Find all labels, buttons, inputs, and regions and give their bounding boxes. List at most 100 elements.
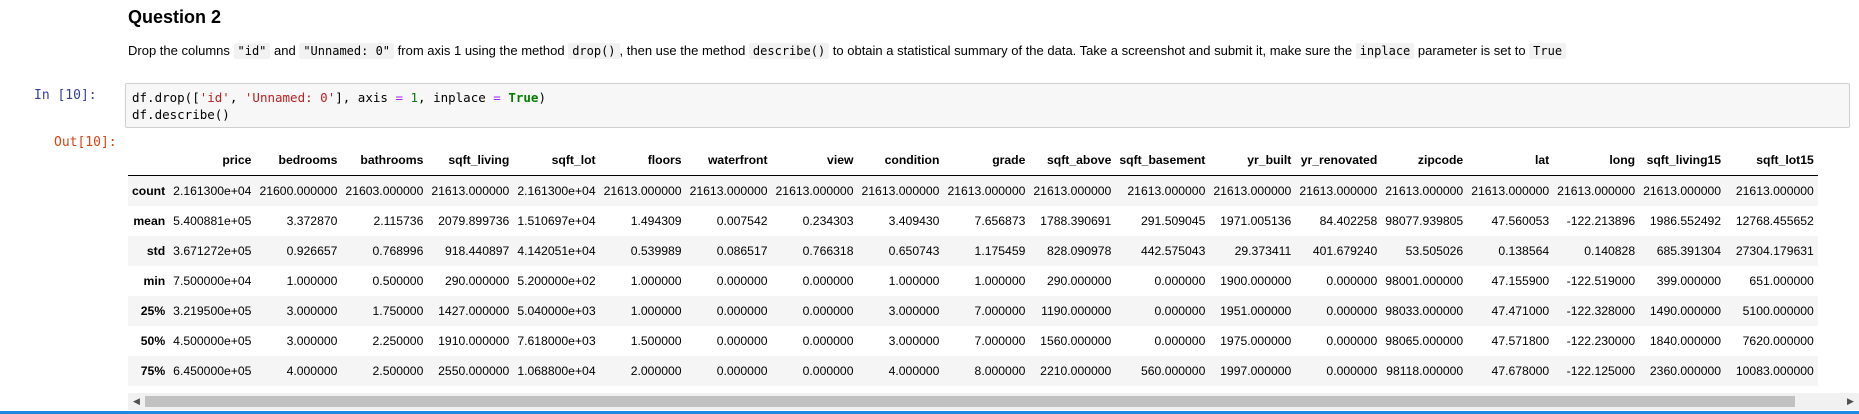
table-cell: 1971.005136 (1220, 214, 1292, 228)
table-cell: 98033.000000 (1385, 304, 1464, 318)
row-label: 75% (140, 364, 166, 378)
table-header-row: price bedrooms bathrooms sqft_living sqft_lo… (128, 145, 1818, 176)
table-cell: 918.440897 (444, 244, 510, 258)
code-text[interactable]: df.drop(['id', 'Unnamed: 0'], axis = 1, … (132, 90, 546, 122)
column-header: view (771, 145, 858, 176)
text-segment: parameter is set to (1414, 43, 1530, 58)
table-cell: 13540.000000 (427, 386, 513, 388)
row-label: count (132, 184, 166, 198)
table-cell: 828.090978 (1046, 244, 1112, 258)
table-cell: 0.766318 (802, 244, 854, 258)
table-cell: 21613.000000 (1735, 184, 1814, 198)
table-cell: 21603.000000 (345, 184, 424, 198)
table-cell: 21600.000000 (259, 184, 338, 198)
table-cell: 560.000000 (1140, 364, 1206, 378)
table-cell: 21613.000000 (861, 184, 940, 198)
row-label: std (146, 244, 166, 258)
column-header: zipcode (1381, 145, 1468, 176)
table-cell: 1.500000 (630, 334, 682, 348)
horizontal-scrollbar[interactable]: ◀ ▶ (128, 393, 1859, 410)
column-header: sqft_above (1029, 145, 1116, 176)
text-segment: to obtain a statistical summary of the d… (829, 43, 1356, 58)
table-cell: 0.000000 (1154, 334, 1206, 348)
output-area: price bedrooms bathrooms sqft_living sqft_lo… (128, 145, 1859, 388)
table-cell: 4.000000 (286, 364, 338, 378)
table-row: mean 5.400881e+05 3.372870 2.115736 2079.899… (128, 206, 1818, 236)
arrow-left-icon[interactable]: ◀ (133, 396, 140, 406)
table-cell: 401.679240 (1312, 244, 1378, 258)
table-cell: 0.086517 (716, 244, 768, 258)
column-header: sqft_lot15 (1725, 145, 1818, 176)
table-cell: 0.000000 (1154, 274, 1206, 288)
table-cell: 1.000000 (888, 274, 940, 288)
table-cell: 0.007542 (716, 214, 768, 228)
table-cell: 21613.000000 (1385, 184, 1464, 198)
row-label: mean (133, 214, 166, 228)
table-cell: 0.650743 (888, 244, 940, 258)
table-cell: 2360.000000 (1649, 364, 1722, 378)
table-cell: 7.000000 (974, 304, 1026, 318)
table-cell: 1.494309 (630, 214, 682, 228)
table-cell: 290.000000 (444, 274, 510, 288)
table-cell: 21613.000000 (689, 184, 768, 198)
text-segment: Drop the columns (128, 43, 234, 58)
table-cell: 6.450000e+05 (173, 364, 252, 378)
table-cell: 0.000000 (1326, 334, 1378, 348)
table-cell: 21613.000000 (1643, 184, 1722, 198)
table-cell: 1.068800e+04 (517, 364, 596, 378)
table-cell: -122.213896 (1566, 214, 1636, 228)
scrollbar-thumb[interactable] (145, 396, 1795, 407)
inline-code: inplace (1355, 43, 1415, 59)
table-cell: 21613.000000 (1213, 184, 1292, 198)
input-prompt: In [10]: (34, 88, 97, 103)
table-cell: 871200.000000 (1725, 386, 1818, 388)
table-cell: -122.230000 (1566, 334, 1636, 348)
code-line-describe: df.describe() (132, 107, 230, 122)
table-cell: 33.000000 (255, 386, 341, 388)
table-cell: -122.519000 (1566, 274, 1636, 288)
table-cell: 21613.000000 (1471, 184, 1550, 198)
table-cell: 5.040000e+03 (517, 304, 596, 318)
table-cell: 0.000000 (716, 274, 768, 288)
table-cell: 1.175459 (974, 244, 1026, 258)
table-cell: 7.656873 (974, 214, 1026, 228)
table-cell: 7.500000e+04 (173, 274, 252, 288)
table-cell: 2.115736 (373, 214, 424, 228)
table-cell: 2.161300e+04 (173, 184, 252, 198)
table-cell: 1788.390691 (1040, 214, 1112, 228)
row-label: min (143, 274, 166, 288)
table-cell: 291.509045 (1140, 214, 1206, 228)
table-cell: 2.161300e+04 (517, 184, 596, 198)
inline-code: True (1529, 43, 1567, 59)
table-cell: 47.471000 (1491, 304, 1550, 318)
column-header: floors (599, 145, 686, 176)
table-cell: 1.000000 (630, 304, 682, 318)
table-cell: 4820.000000 (1115, 386, 1209, 388)
table-cell: 2079.899736 (438, 214, 510, 228)
table-cell: 8.000000 (974, 364, 1026, 378)
table-cell: 2.000000 (630, 364, 682, 378)
table-cell: 5.400881e+05 (173, 214, 252, 228)
table-cell: 98199.000000 (1381, 386, 1467, 388)
text-segment: from axis 1 using the method (394, 43, 569, 58)
table-cell: 10083.000000 (1735, 364, 1814, 378)
table-cell: 1.510697e+04 (517, 214, 596, 228)
table-cell: 0.000000 (1326, 364, 1378, 378)
table-cell: 47.155900 (1491, 274, 1550, 288)
table-cell: 4.500000e+05 (173, 334, 252, 348)
column-header: price (169, 145, 256, 176)
table-cell: 98077.939805 (1385, 214, 1464, 228)
inline-code: "id" (233, 43, 271, 59)
table-cell: 0.000000 (1326, 274, 1378, 288)
text-segment: , then use the method (619, 43, 749, 58)
table-row: max7.700000e+0633.0000008.00000013540.00… (128, 386, 1818, 388)
table-cell: 47.571800 (1491, 334, 1550, 348)
table-cell: 53.505026 (1405, 244, 1464, 258)
arrow-right-icon[interactable]: ▶ (1847, 396, 1854, 406)
table-cell: 4.000000 (888, 364, 940, 378)
inline-code: "Unnamed: 0" (299, 43, 395, 59)
column-header: sqft_lot (513, 145, 600, 176)
table-cell: 1.651359e+06 (513, 386, 599, 388)
table-cell: 3.671272e+05 (173, 244, 252, 258)
code-input-area[interactable]: df.drop(['id', 'Unnamed: 0'], axis = 1, … (125, 83, 1850, 128)
